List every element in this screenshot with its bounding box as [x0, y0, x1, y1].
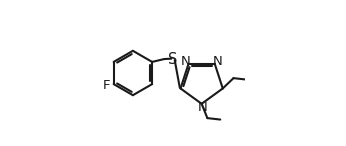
Text: F: F [103, 79, 110, 92]
Text: N: N [213, 55, 223, 68]
Text: S: S [168, 52, 178, 67]
Text: N: N [198, 101, 208, 114]
Text: N: N [181, 55, 190, 68]
